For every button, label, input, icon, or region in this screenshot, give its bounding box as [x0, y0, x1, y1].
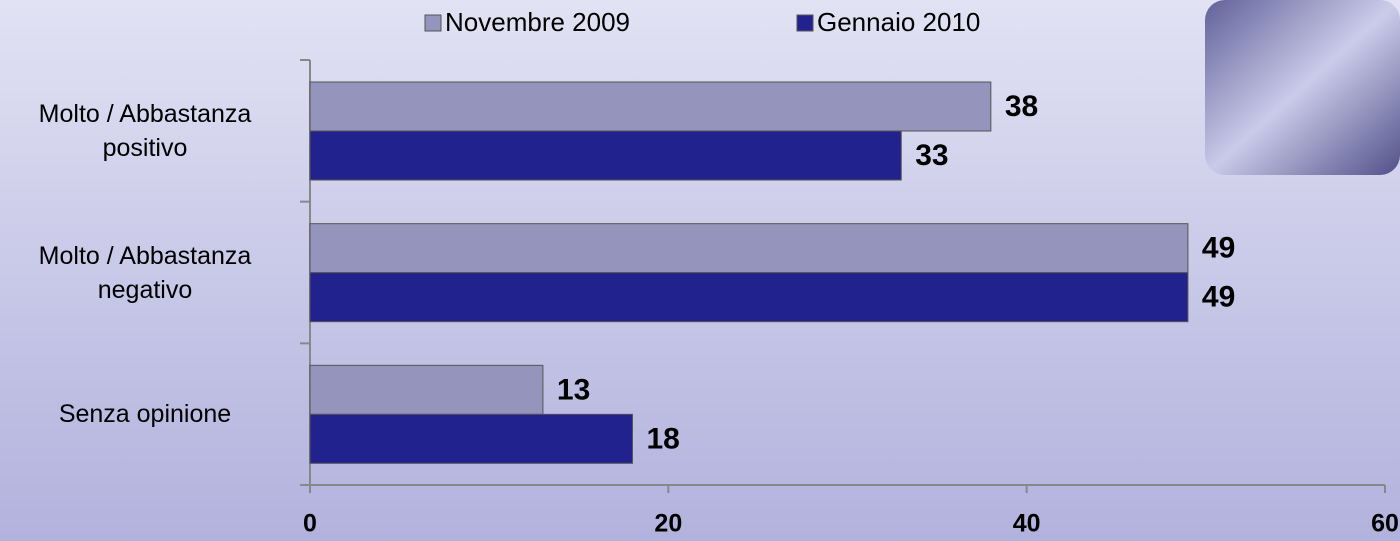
category-label: Molto / Abbastanza negativo: [0, 239, 295, 307]
bar: [310, 131, 901, 180]
value-label: 33: [915, 139, 948, 172]
value-label: 13: [557, 373, 590, 406]
value-label: 38: [1005, 90, 1038, 123]
category-label: Senza opinione: [0, 397, 295, 431]
x-tick-label: 40: [1013, 510, 1041, 538]
bar: [310, 82, 991, 131]
value-label: 18: [647, 422, 680, 455]
x-tick-label: 0: [303, 510, 317, 538]
bar: [310, 365, 543, 414]
bar: [310, 414, 633, 463]
legend-marker: [425, 15, 441, 31]
bar: [310, 273, 1188, 322]
x-tick-label: 20: [654, 510, 682, 538]
legend-marker: [797, 15, 813, 31]
category-label: Molto / Abbastanza positivo: [0, 97, 295, 165]
value-label: 49: [1202, 232, 1235, 265]
chart: 0 20 40 60 Novembre 2009 Gennaio 2010 38 33 49 49…: [0, 0, 1400, 541]
photo: [1205, 0, 1400, 175]
bar: [310, 224, 1188, 273]
value-label: 49: [1202, 281, 1235, 314]
x-tick-label: 60: [1371, 510, 1399, 538]
legend-label: Novembre 2009: [445, 7, 630, 37]
legend-label: Gennaio 2010: [817, 7, 980, 37]
